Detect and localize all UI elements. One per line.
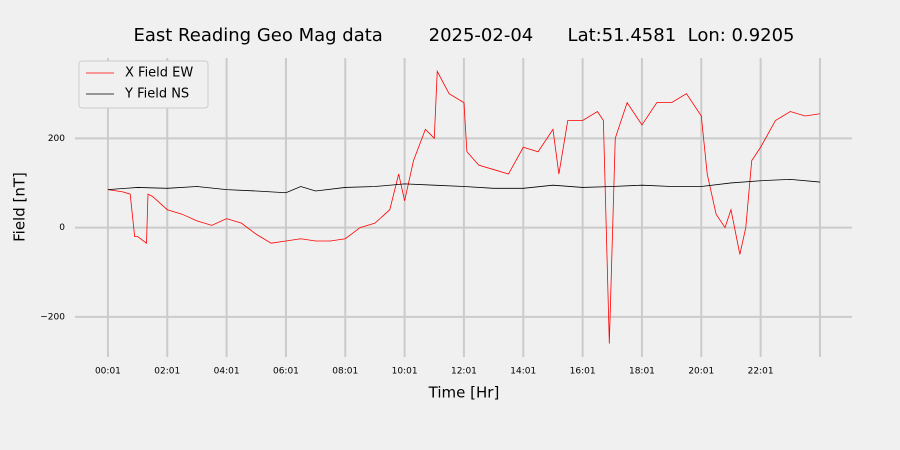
y-tick-label: 0: [59, 223, 65, 233]
data-line: [107, 178, 820, 194]
x-tick-label: 22:01: [748, 367, 774, 377]
legend-label: X Field EW: [125, 66, 193, 81]
data-line: [107, 69, 821, 344]
legend-label: Y Field NS: [124, 87, 189, 102]
x-tick-label: 20:01: [688, 367, 714, 377]
y-tick-label: −200: [40, 312, 65, 322]
x-tick-label: 06:01: [273, 367, 299, 377]
x-tick-label: 04:01: [214, 367, 240, 377]
y-tick-label: 200: [48, 134, 65, 144]
x-tick-label: 12:01: [451, 367, 477, 377]
x-tick-label: 14:01: [510, 367, 536, 377]
legend: X Field EW Y Field NS: [78, 60, 209, 109]
x-tick-label: 00:01: [95, 367, 121, 377]
x-tick-label: 18:01: [629, 367, 655, 377]
x-tick-label: 02:01: [154, 367, 180, 377]
chart-title: East Reading Geo Mag data 2025-02-04 Lat…: [133, 25, 794, 46]
y-axis-label: Field [nT]: [11, 172, 29, 242]
x-tick-label: 10:01: [392, 367, 418, 377]
x-axis-label: Time [Hr]: [428, 384, 500, 402]
x-tick-label: 08:01: [332, 367, 358, 377]
x-tick-label: 16:01: [570, 367, 596, 377]
